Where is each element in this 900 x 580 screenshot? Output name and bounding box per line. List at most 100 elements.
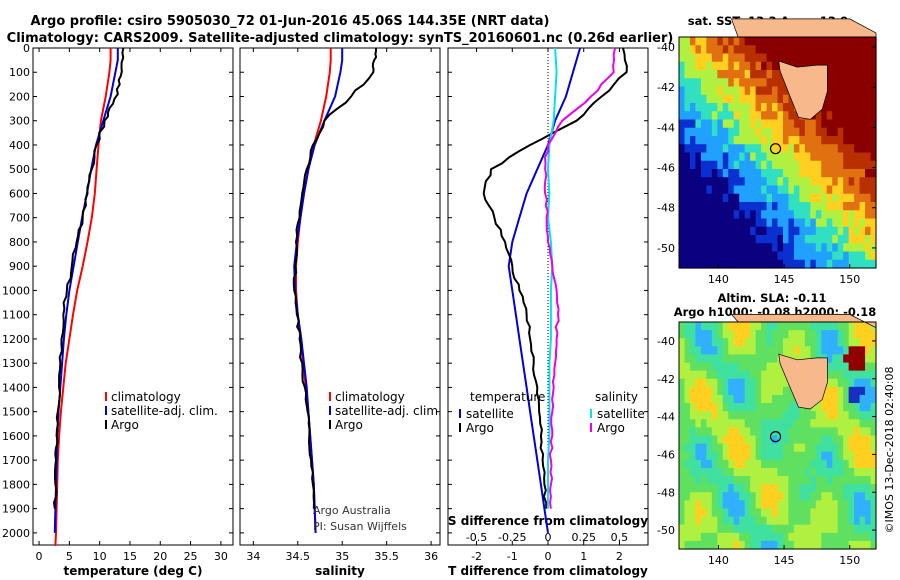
- map-cell: [788, 492, 795, 501]
- map-cell: [865, 144, 872, 154]
- map-cell: [848, 403, 855, 412]
- map-cell: [848, 419, 855, 428]
- map-cell: [684, 193, 691, 203]
- map-cell: [744, 500, 751, 510]
- map-cell: [700, 508, 707, 518]
- map-cell: [793, 127, 800, 137]
- map-cell: [777, 508, 784, 518]
- map-cell: [761, 45, 768, 55]
- map-cell: [689, 338, 697, 347]
- map-cell: [755, 524, 762, 534]
- map-cell: [777, 532, 784, 542]
- map-cell: [755, 226, 762, 236]
- map-cell: [733, 152, 740, 162]
- map-cell: [848, 467, 855, 477]
- map-cell: [689, 160, 697, 170]
- map-cell: [739, 259, 746, 269]
- map-cell: [848, 193, 855, 203]
- map-cell: [711, 193, 718, 203]
- map-cell: [728, 459, 735, 469]
- map-cell: [848, 218, 855, 228]
- map-cell: [684, 524, 691, 534]
- map-cell: [695, 259, 702, 269]
- map-cell: [821, 459, 828, 469]
- map-cell: [689, 370, 697, 380]
- map-cell: [755, 111, 762, 121]
- map-cell: [772, 177, 779, 187]
- map-cell: [832, 354, 839, 364]
- map-cell: [815, 443, 822, 453]
- map-cell: [711, 111, 718, 121]
- map-cell: [750, 508, 757, 518]
- map-cell: [772, 394, 779, 404]
- map-cell: [739, 78, 746, 88]
- map-cell: [810, 540, 817, 550]
- map-cell: [689, 386, 697, 396]
- map-cell: [750, 459, 757, 469]
- map-cell: [788, 169, 795, 178]
- map-cell: [788, 394, 795, 404]
- map-cell: [832, 516, 839, 526]
- map-cell: [832, 540, 839, 550]
- map-cell: [684, 411, 691, 420]
- map-cell: [837, 338, 844, 347]
- map-cell: [750, 94, 757, 104]
- map-cell: [700, 540, 707, 550]
- map-cell: [679, 160, 686, 170]
- x-tick-label: 2: [616, 550, 623, 563]
- map-cell: [804, 419, 811, 428]
- map-cell: [843, 251, 850, 261]
- map-cell: [761, 152, 768, 162]
- map-cell: [750, 524, 757, 534]
- map-cell: [744, 346, 751, 356]
- map-cell: [859, 259, 866, 269]
- map-cell: [717, 451, 724, 461]
- map-cell: [782, 193, 790, 203]
- map-cell: [826, 70, 833, 79]
- map-cell: [717, 411, 724, 420]
- map-cell: [744, 427, 751, 437]
- map-cell: [744, 394, 751, 404]
- map-cell: [717, 210, 724, 220]
- map-cell: [706, 419, 713, 428]
- map-cell: [717, 70, 724, 79]
- map-cell: [837, 370, 844, 380]
- map-cell: [722, 202, 729, 211]
- map-cell: [788, 419, 795, 428]
- map-cell: [793, 37, 800, 46]
- map-cell: [728, 354, 735, 364]
- y-tick-label: 2000: [2, 527, 30, 540]
- map-cell: [793, 443, 800, 453]
- map-cell: [684, 492, 691, 501]
- map-cell: [695, 322, 702, 331]
- map-cell: [799, 251, 806, 261]
- map-cell: [700, 127, 707, 137]
- map-cell: [837, 94, 844, 104]
- map-cell: [679, 243, 686, 253]
- map-cell: [815, 346, 822, 356]
- map-cell: [706, 524, 713, 534]
- map-cell: [865, 45, 872, 55]
- map-cell: [772, 419, 779, 428]
- map-cell: [733, 419, 740, 428]
- map-cell: [761, 185, 768, 195]
- map-cell: [700, 185, 707, 195]
- map-cell: [777, 427, 784, 437]
- map-cell: [804, 169, 811, 178]
- map-cell: [821, 467, 828, 477]
- map-cell: [854, 160, 861, 170]
- map-cell: [706, 94, 713, 104]
- map-cell: [717, 152, 724, 162]
- map-cell: [837, 411, 844, 420]
- map-cell: [722, 45, 729, 55]
- map-cell: [722, 218, 729, 228]
- map-cell: [761, 243, 768, 253]
- map-cell: [706, 127, 713, 137]
- map-cell: [793, 202, 800, 211]
- map-cell: [854, 330, 861, 339]
- map-cell: [870, 524, 877, 534]
- map-cell: [766, 443, 773, 453]
- map-cell: [826, 152, 833, 162]
- map-cell: [777, 476, 784, 485]
- map-cell: [832, 259, 839, 269]
